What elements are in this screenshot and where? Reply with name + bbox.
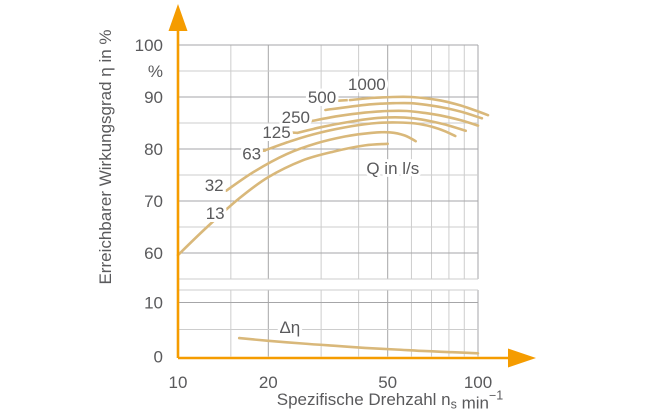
curve-upper-5	[324, 101, 484, 120]
x-tick-20: 20	[259, 373, 278, 392]
curve-label-Q1000: 1000	[348, 75, 386, 94]
curve-label-Q63: 63	[242, 145, 261, 164]
annotation-delta-eta: Δη	[279, 318, 300, 337]
curve-lower-0	[237, 336, 480, 355]
x-axis-arrow-icon	[508, 348, 536, 368]
y-tick-60: 60	[144, 244, 163, 263]
curve-label-Q250: 250	[282, 108, 310, 127]
x-tick-50: 50	[378, 373, 397, 392]
curve-leader-dash	[338, 98, 348, 102]
y-tick-90: 90	[144, 88, 163, 107]
curve-label-Q500: 500	[308, 88, 336, 107]
curve-upper-4	[310, 109, 480, 127]
curve-upper-3	[296, 115, 467, 135]
y-tick-%: %	[148, 62, 163, 81]
curve-label-Q32: 32	[205, 176, 224, 195]
y-tick-lower-10: 10	[144, 294, 163, 313]
curve-label-Q125: 125	[262, 123, 290, 142]
y-tick-70: 70	[144, 192, 163, 211]
curve-leader-dash	[256, 149, 266, 153]
y-axis-arrow-icon	[168, 4, 188, 31]
y-axis-title: Erreichbarer Wirkungsgrad η in %	[96, 29, 115, 284]
x-axis-title: Spezifische Drehzahl ns min−1	[277, 389, 504, 413]
curve-leader-dash	[303, 117, 313, 123]
y-tick-lower-0: 0	[154, 348, 163, 367]
annotation-q-unit: Q in l/s	[366, 159, 419, 178]
x-tick-100: 100	[464, 373, 492, 392]
curve-upper-2	[264, 121, 457, 152]
curve-label-Q13: 13	[206, 204, 225, 223]
x-tick-10: 10	[169, 373, 188, 392]
curve-upper-0	[176, 142, 389, 257]
curve-upper-1	[225, 130, 417, 192]
y-tick-100: 100	[135, 36, 163, 55]
curve-leader-dash	[288, 131, 298, 135]
curve-upper-6	[348, 95, 490, 117]
y-tick-80: 80	[144, 140, 163, 159]
